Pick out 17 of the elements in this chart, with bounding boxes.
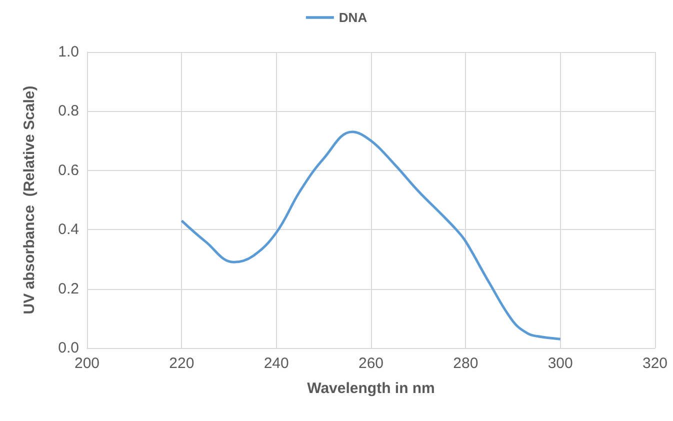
legend-label: DNA [338, 10, 368, 25]
y-tick-label: 0.8 [58, 102, 79, 120]
x-tick-label: 240 [264, 355, 289, 372]
y-tick-label: 0.6 [58, 162, 79, 179]
x-tick-label: 200 [74, 355, 100, 372]
line-series [180, 130, 562, 340]
x-tick-label: 260 [358, 355, 384, 372]
x-tick-label: 300 [548, 355, 573, 372]
y-tick-label: 0.2 [58, 280, 79, 298]
y-axis-title: UV absorbance (Relative Scale) [21, 86, 38, 314]
x-tick-label: 220 [169, 355, 194, 372]
x-tick-label: 280 [453, 355, 478, 372]
y-tick-label: 0.4 [58, 221, 79, 238]
y-tick-label: 1.0 [58, 44, 79, 60]
x-tick-label: 320 [642, 355, 668, 372]
y-tick-label: 0.0 [58, 340, 79, 356]
x-axis-title: Wavelength in nm [307, 380, 435, 397]
